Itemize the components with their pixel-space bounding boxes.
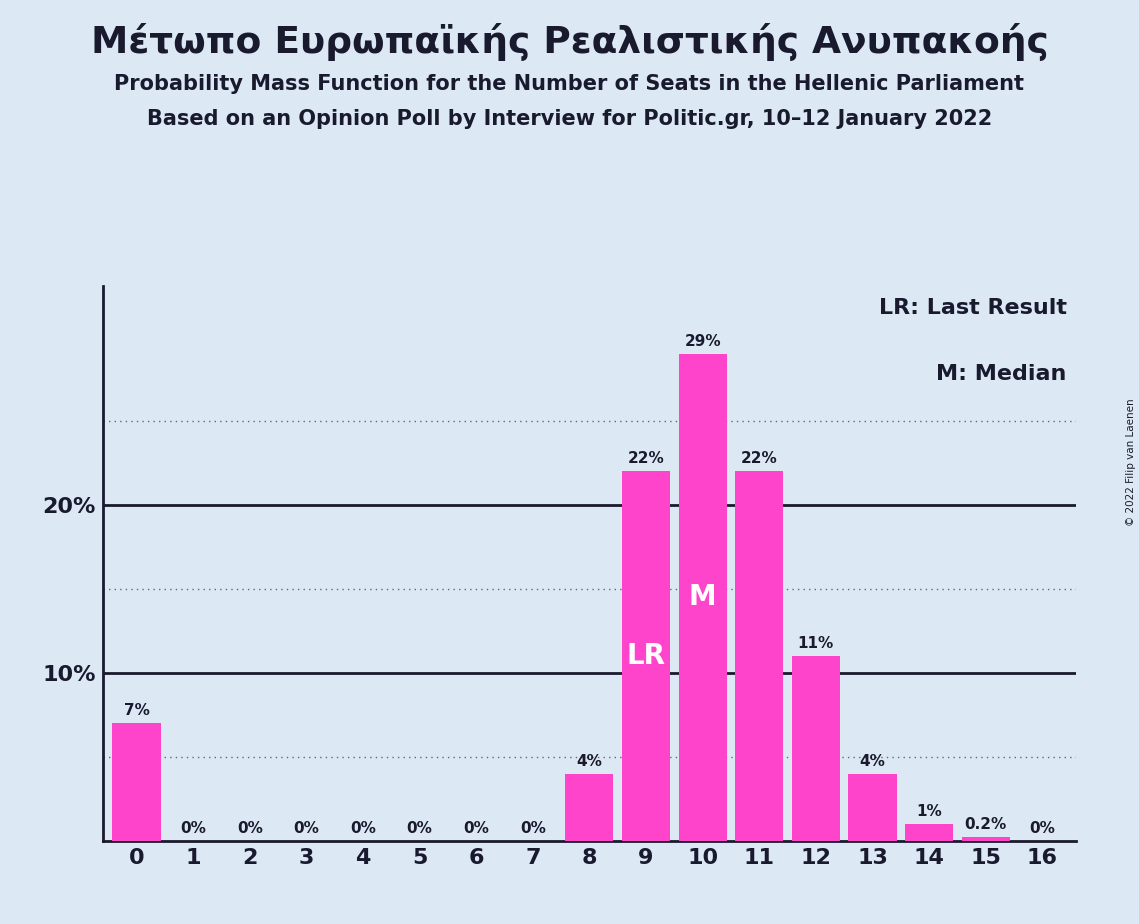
Text: 22%: 22% [740, 451, 778, 467]
Text: 7%: 7% [123, 703, 149, 718]
Text: 0%: 0% [237, 821, 263, 836]
Text: 4%: 4% [576, 754, 603, 769]
Text: 29%: 29% [685, 334, 721, 348]
Bar [679, 354, 727, 841]
Text: 0%: 0% [519, 821, 546, 836]
Text: 4%: 4% [860, 754, 885, 769]
Bar [565, 773, 614, 841]
Text: Probability Mass Function for the Number of Seats in the Hellenic Parliament: Probability Mass Function for the Number… [115, 74, 1024, 94]
Text: 11%: 11% [797, 636, 834, 651]
Text: 0%: 0% [294, 821, 319, 836]
Text: 0%: 0% [350, 821, 376, 836]
Text: 0%: 0% [407, 821, 433, 836]
Text: 0.2%: 0.2% [965, 818, 1007, 833]
Bar [906, 824, 953, 841]
Text: LR: Last Result: LR: Last Result [878, 298, 1066, 318]
Bar [736, 471, 784, 841]
Bar [622, 471, 670, 841]
Text: Μέτωπο Ευρωπαϊκής Ρεαλιστικής Ανυπακοής: Μέτωπο Ευρωπαϊκής Ρεαλιστικής Ανυπακοής [91, 23, 1048, 61]
Text: 1%: 1% [916, 804, 942, 819]
Bar [113, 723, 161, 841]
Text: M: M [689, 583, 716, 612]
Bar [849, 773, 896, 841]
Bar [792, 656, 839, 841]
Text: 0%: 0% [464, 821, 489, 836]
Text: 0%: 0% [1030, 821, 1056, 836]
Text: M: Median: M: Median [936, 364, 1066, 384]
Text: © 2022 Filip van Laenen: © 2022 Filip van Laenen [1126, 398, 1136, 526]
Text: Based on an Opinion Poll by Interview for Politic.gr, 10–12 January 2022: Based on an Opinion Poll by Interview fo… [147, 109, 992, 129]
Text: LR: LR [626, 642, 665, 670]
Text: 0%: 0% [180, 821, 206, 836]
Bar [961, 837, 1010, 841]
Text: 22%: 22% [628, 451, 664, 467]
